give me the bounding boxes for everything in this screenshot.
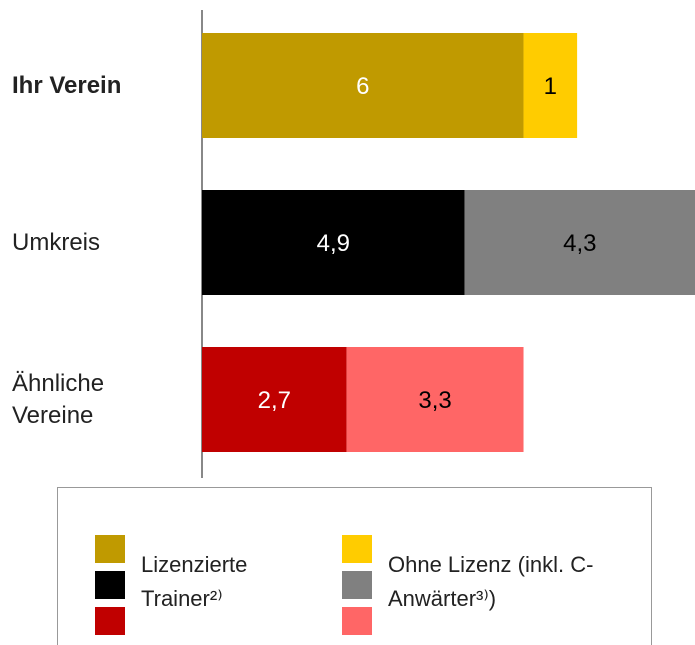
legend-swatch <box>95 571 125 599</box>
value-label: 6 <box>356 73 369 100</box>
legend-swatch <box>342 571 372 599</box>
category-label: Umkreis <box>12 228 100 256</box>
category-label: Ihr Verein <box>12 71 122 99</box>
legend-swatch <box>342 535 372 563</box>
legend-swatch <box>342 607 372 635</box>
legend-swatch <box>95 607 125 635</box>
value-label: 2,7 <box>258 387 291 414</box>
bar-segment <box>202 347 347 452</box>
category-label: Ähnliche Vereine <box>12 369 105 429</box>
value-label: 3,3 <box>418 387 451 414</box>
bar-segment <box>202 190 465 295</box>
bar-segment <box>202 33 524 138</box>
legend-label: Ohne Lizenz (inkl. C-Anwärter³⁾) <box>388 552 594 611</box>
legend-label: Lizenzierte Trainer²⁾ <box>141 552 248 611</box>
bar-segment <box>464 190 695 295</box>
value-label: 4,3 <box>563 230 596 257</box>
legend-swatch <box>95 535 125 563</box>
value-label: 1 <box>544 73 557 100</box>
legend: Lizenzierte Trainer²⁾ Ohne Lizenz (inkl. … <box>57 487 652 645</box>
bar-segment <box>523 33 578 138</box>
bar-segment <box>346 347 524 452</box>
value-label: 4,9 <box>317 230 350 257</box>
